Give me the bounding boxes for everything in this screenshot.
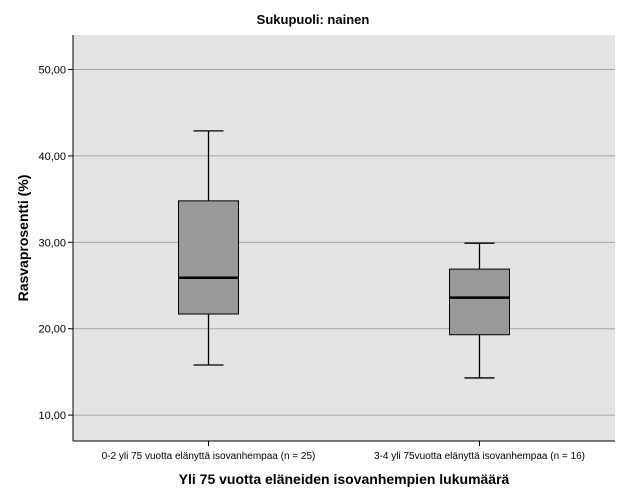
box-group — [449, 242, 510, 379]
x-category-label: 3-4 yli 75vuotta elänyttä isovanhempaa (… — [374, 451, 585, 462]
gridlines — [73, 69, 615, 416]
y-tick-label: 10,00 — [38, 410, 66, 422]
y-tick-label: 40,00 — [38, 151, 66, 163]
boxes — [178, 130, 510, 379]
y-tick-label: 50,00 — [38, 65, 66, 77]
iqr-box — [178, 200, 239, 315]
x-axis-title: Yli 75 vuotta eläneiden isovanhempien lu… — [179, 471, 510, 487]
box-group — [178, 130, 239, 366]
plot-area — [73, 35, 615, 441]
y-tick-label: 20,00 — [38, 324, 66, 336]
x-category-label: 0-2 yli 75 vuotta elänyttä isovanhempaa … — [102, 451, 316, 462]
y-axis-ticks: 10,00 20,00 30,00 40,00 50,00 — [38, 65, 73, 422]
x-axis-categories: 0-2 yli 75 vuotta elänyttä isovanhempaa … — [102, 441, 585, 462]
chart-title: Sukupuoli: nainen — [257, 12, 370, 27]
y-axis-title: Rasvaprosentti (%) — [15, 175, 31, 302]
y-tick-label: 30,00 — [38, 237, 66, 249]
iqr-box — [449, 268, 510, 336]
